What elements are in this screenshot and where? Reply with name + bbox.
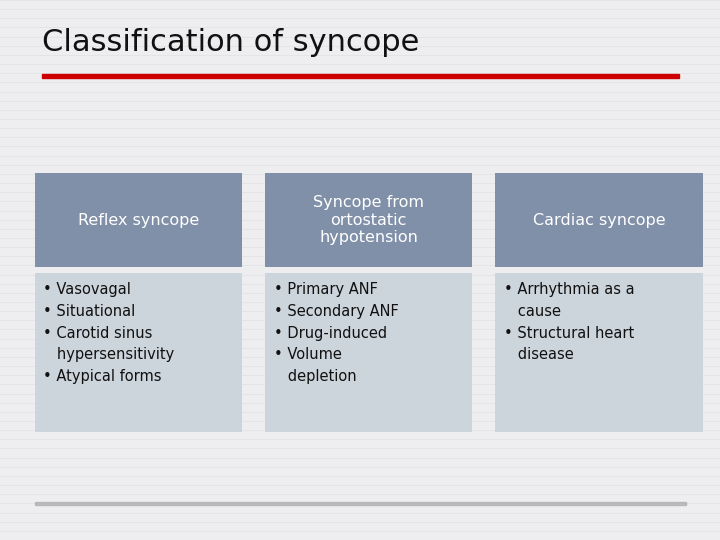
FancyBboxPatch shape — [495, 273, 703, 432]
Text: Cardiac syncope: Cardiac syncope — [533, 213, 665, 227]
Text: • Vasovagal
• Situational
• Carotid sinus
   hypersensitivity
• Atypical forms: • Vasovagal • Situational • Carotid sinu… — [43, 282, 174, 384]
FancyBboxPatch shape — [265, 273, 472, 432]
Text: Reflex syncope: Reflex syncope — [78, 213, 199, 227]
FancyBboxPatch shape — [35, 173, 242, 267]
FancyBboxPatch shape — [265, 173, 472, 267]
Text: • Primary ANF
• Secondary ANF
• Drug-induced
• Volume
   depletion: • Primary ANF • Secondary ANF • Drug-ind… — [274, 282, 398, 384]
Text: Syncope from
ortostatic
hypotension: Syncope from ortostatic hypotension — [313, 195, 424, 245]
Bar — [35, 502, 686, 505]
Bar — [42, 74, 679, 78]
Text: • Arrhythmia as a
   cause
• Structural heart
   disease: • Arrhythmia as a cause • Structural hea… — [504, 282, 634, 362]
FancyBboxPatch shape — [495, 173, 703, 267]
Text: Classification of syncope: Classification of syncope — [42, 28, 419, 57]
FancyBboxPatch shape — [35, 273, 242, 432]
